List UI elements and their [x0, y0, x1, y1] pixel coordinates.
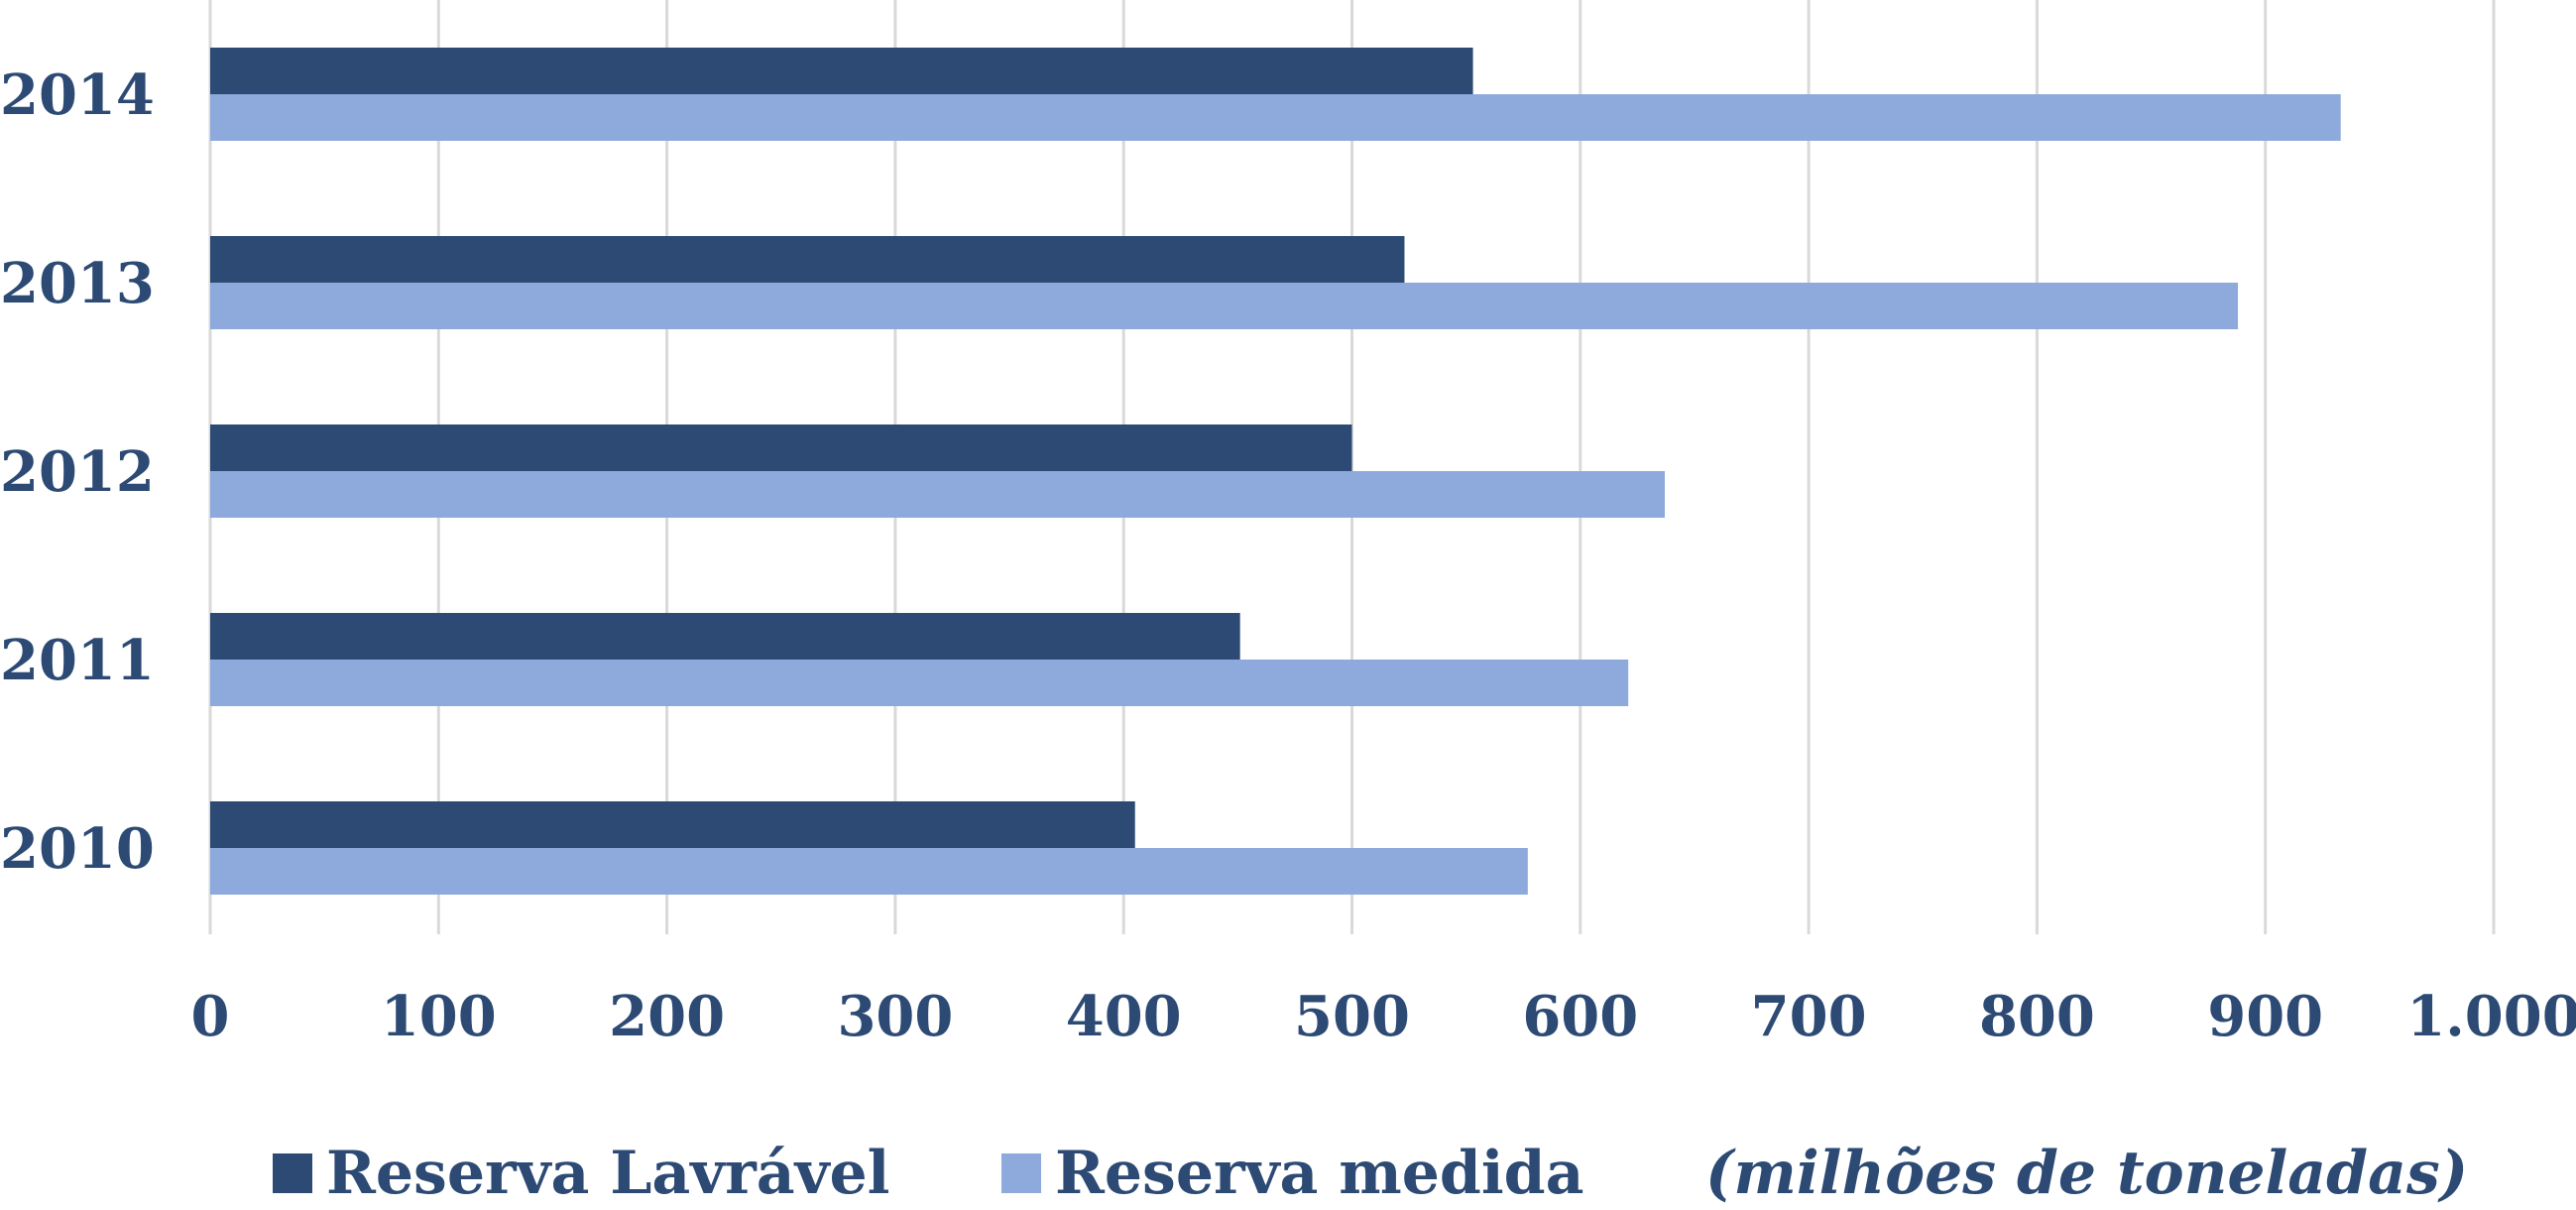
x-tick-label: 100: [381, 984, 497, 1049]
category-labels: 2010 2011 2012 2013 2014: [0, 62, 155, 882]
x-tick-label: 500: [1294, 984, 1410, 1049]
category-label: 2010: [0, 816, 155, 882]
legend: Reserva Lavrável Reserva medida (milhões…: [0, 1121, 2576, 1210]
legend-label-series-2: Reserva medida: [1055, 1139, 1584, 1208]
x-tick-label: 1.000: [2406, 984, 2576, 1049]
x-tick-label: 600: [1522, 984, 1638, 1049]
legend-swatch-series-2: [1001, 1153, 1041, 1193]
x-tick-label: 0: [191, 984, 230, 1049]
x-tick-label: 700: [1751, 984, 1867, 1049]
bar-reserva-medida-2013: [210, 283, 2239, 329]
bar-reserva-medida-2014: [210, 94, 2341, 141]
bars: [210, 48, 2341, 895]
x-axis-tick-labels: 0 100 200 300 400 500 600 700 800 900 1.000: [191, 984, 2576, 1049]
bar-reserva-medida-2011: [210, 660, 1629, 706]
bar-chart: 2010 2011 2012 2013 2014 0 100 200 300 400 500 600…: [0, 0, 2576, 1049]
bar-reserva-medida-2010: [210, 848, 1528, 895]
x-tick-label: 300: [837, 984, 953, 1049]
x-tick-label: 400: [1066, 984, 1182, 1049]
category-label: 2011: [0, 628, 155, 693]
legend-item-series-1: Reserva Lavrável: [273, 1139, 889, 1208]
bar-reserva-medida-2012: [210, 471, 1666, 518]
unit-note: (milhões de toneladas): [1705, 1139, 2469, 1208]
bar-reserva-lavravel-2013: [210, 236, 1405, 283]
bar-reserva-lavravel-2012: [210, 424, 1352, 471]
x-tick-label: 800: [1979, 984, 2095, 1049]
x-tick-label: 900: [2207, 984, 2323, 1049]
x-tick-label: 200: [609, 984, 725, 1049]
legend-label-series-1: Reserva Lavrável: [326, 1139, 890, 1208]
bar-reserva-lavravel-2010: [210, 801, 1135, 848]
legend-item-series-2: Reserva medida: [1001, 1139, 1583, 1208]
bar-reserva-lavravel-2014: [210, 48, 1473, 94]
bar-reserva-lavravel-2011: [210, 613, 1240, 660]
category-label: 2013: [0, 251, 155, 316]
category-label: 2012: [0, 439, 155, 505]
legend-swatch-series-1: [273, 1153, 312, 1193]
category-label: 2014: [0, 62, 155, 128]
